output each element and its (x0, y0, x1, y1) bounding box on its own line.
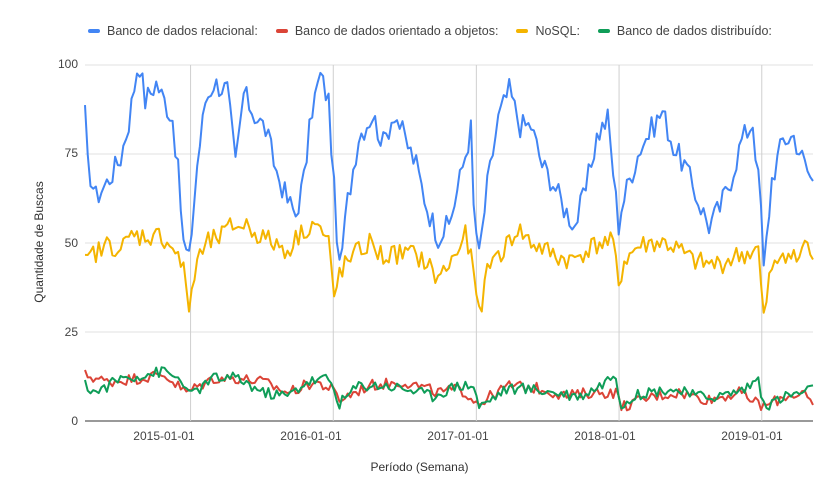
legend-label-relational: Banco de dados relacional: (107, 24, 258, 38)
y-tick-label: 75 (64, 146, 78, 160)
series-line-nosql (84, 217, 814, 314)
legend: Banco de dados relacional: Banco de dado… (88, 24, 790, 38)
legend-item-relational[interactable]: Banco de dados relacional: (88, 24, 258, 38)
series-line-distributed (84, 366, 814, 411)
y-tick-label: 100 (57, 57, 78, 71)
x-tick-label: 2017-01-01 (427, 429, 489, 443)
x-tick-label: 2018-01-01 (574, 429, 636, 443)
legend-swatch-nosql (516, 29, 529, 33)
y-tick-label: 0 (71, 414, 78, 428)
legend-swatch-relational (88, 29, 100, 33)
legend-swatch-object (275, 29, 288, 33)
x-axis-title: Período (Semana) (370, 460, 469, 474)
legend-label-distributed: Banco de dados distribuído: (616, 24, 772, 38)
legend-item-object[interactable]: Banco de dados orientado a objetos: (275, 24, 499, 38)
y-tick-label: 25 (64, 325, 78, 339)
legend-label-object: Banco de dados orientado a objetos: (294, 24, 499, 38)
x-tick-label: 2016-01-01 (280, 429, 342, 443)
x-tick-label: 2015-01-01 (133, 429, 195, 443)
y-axis-title: Quantidade de Buscas (32, 181, 46, 303)
series-line-relational (84, 71, 814, 267)
y-tick-label: 50 (64, 236, 78, 250)
legend-swatch-distributed (597, 29, 610, 33)
legend-item-nosql[interactable]: NoSQL: (516, 24, 580, 38)
x-tick-label: 2019-01-01 (721, 429, 783, 443)
legend-label-nosql: NoSQL: (535, 24, 580, 38)
legend-item-distributed[interactable]: Banco de dados distribuído: (597, 24, 772, 38)
